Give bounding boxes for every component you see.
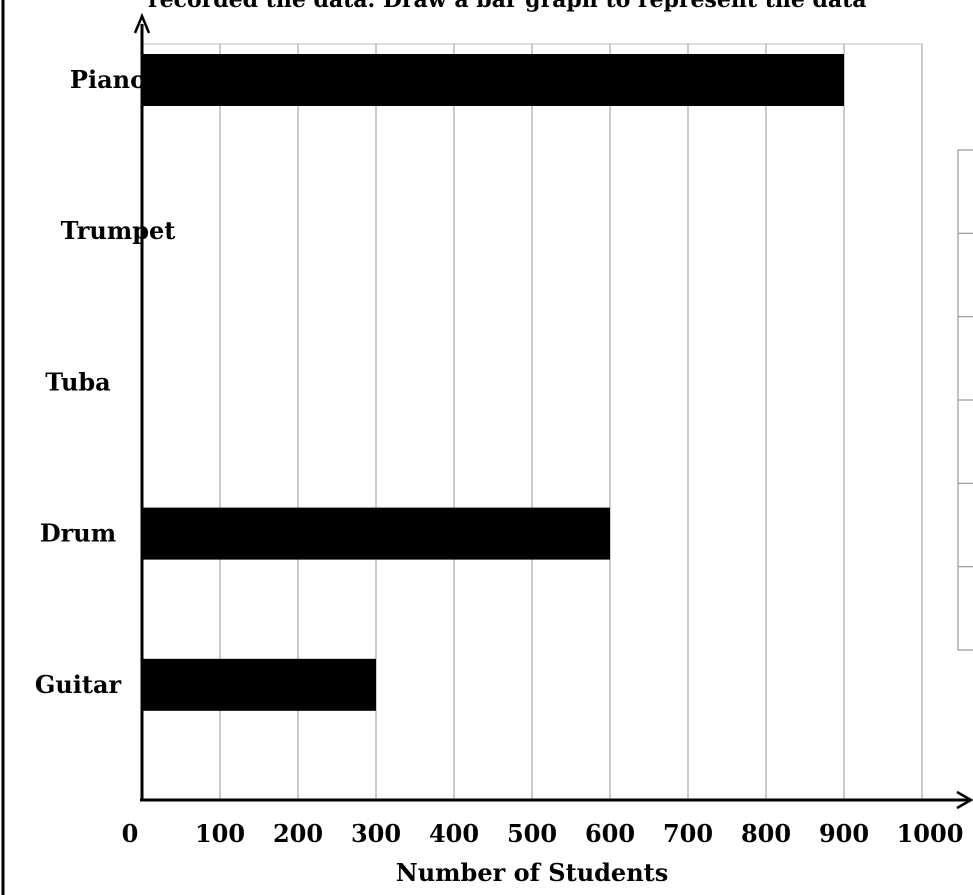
category-label-guitar: Guitar	[35, 670, 122, 699]
header-text: recorded the data. Draw a bar graph to r…	[148, 0, 867, 13]
category-label-piano: Piano	[70, 65, 146, 94]
x-axis-title: Number of Students	[396, 858, 668, 887]
x-tick-label: 300	[351, 819, 401, 848]
x-tick-labels: 0 100 200 300 400 500 600 700 800 900 1000	[122, 819, 964, 848]
bar-guitar	[142, 658, 376, 711]
x-tick-label: 600	[585, 819, 635, 848]
y-axis-arrowhead	[133, 12, 151, 34]
y-axis	[133, 12, 151, 800]
x-tick-label: 900	[819, 819, 869, 848]
bar-drum	[142, 507, 610, 560]
x-axis	[140, 790, 973, 810]
x-tick-label: 700	[663, 819, 713, 848]
x-tick-label: 800	[741, 819, 791, 848]
x-tick-label: 400	[429, 819, 479, 848]
category-label-trumpet: Trumpet	[61, 216, 176, 245]
x-axis-arrowhead	[956, 790, 973, 810]
x-tick-label: 0	[122, 819, 139, 848]
x-tick-label: 100	[195, 819, 245, 848]
category-labels: Piano Trumpet Tuba Drum Guitar	[35, 65, 176, 699]
side-table	[957, 149, 973, 651]
grid	[219, 44, 923, 800]
category-label-drum: Drum	[40, 519, 116, 548]
bar-piano	[142, 54, 844, 106]
category-label-tuba: Tuba	[45, 367, 110, 396]
x-tick-label: 1000	[897, 819, 964, 848]
bars	[142, 54, 844, 711]
x-tick-label: 200	[273, 819, 323, 848]
x-tick-label: 500	[507, 819, 557, 848]
